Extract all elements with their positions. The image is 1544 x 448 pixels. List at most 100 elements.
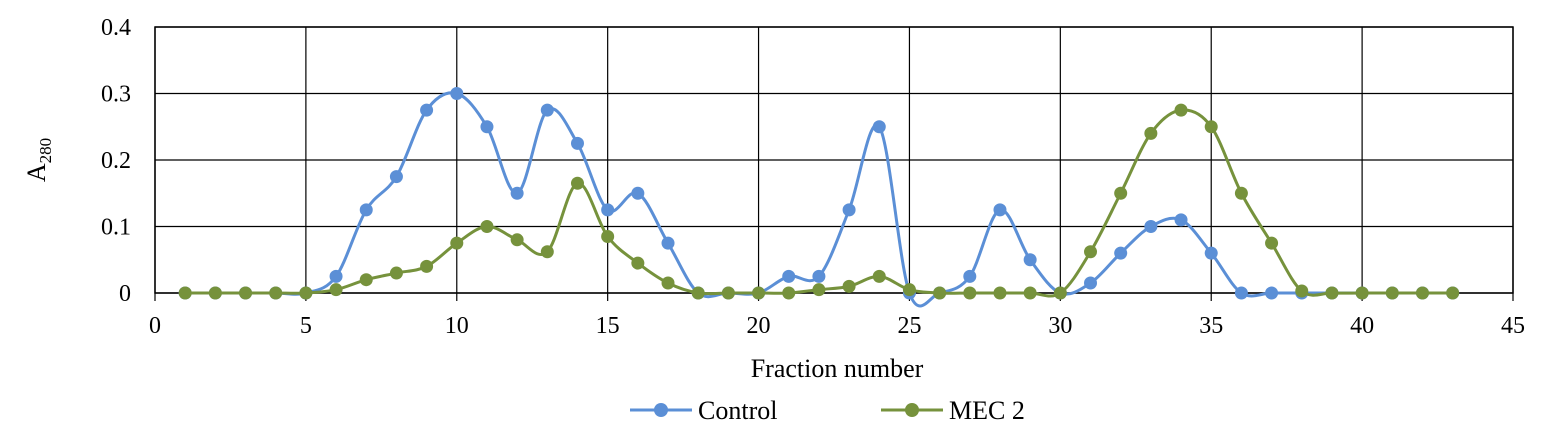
legend: Control MEC 2 <box>630 396 1025 425</box>
data-point <box>450 236 464 250</box>
data-point <box>1385 286 1399 300</box>
y-tick-label: 0.2 <box>101 148 131 174</box>
data-point <box>208 286 222 300</box>
data-point <box>782 286 796 300</box>
data-point <box>872 120 886 134</box>
data-point <box>661 236 675 250</box>
data-point <box>1295 284 1309 298</box>
data-point <box>1114 246 1128 260</box>
x-tick-label: 25 <box>897 313 921 339</box>
data-point <box>1325 286 1339 300</box>
data-point <box>752 286 766 300</box>
data-point <box>1446 286 1460 300</box>
data-point <box>359 203 373 217</box>
data-point <box>601 203 615 217</box>
data-point <box>359 273 373 287</box>
data-point <box>480 220 494 233</box>
x-tick-label: 15 <box>596 313 620 339</box>
data-point <box>842 279 856 293</box>
x-tick-label: 10 <box>445 313 469 339</box>
data-point <box>902 283 916 297</box>
series-layer <box>178 87 1460 308</box>
data-point <box>480 120 494 134</box>
data-point <box>510 233 524 247</box>
data-point <box>842 203 856 217</box>
data-point <box>178 286 192 300</box>
data-point <box>570 176 584 190</box>
data-point <box>993 203 1007 217</box>
x-tick-label: 45 <box>1501 313 1525 339</box>
series-2 <box>178 103 1460 300</box>
data-point <box>389 266 403 280</box>
data-point <box>1053 286 1067 300</box>
data-point <box>963 269 977 283</box>
x-tick-label: 20 <box>747 313 771 339</box>
data-point <box>1355 286 1369 300</box>
series-line <box>185 108 1453 298</box>
plot-area-border <box>154 26 1514 294</box>
data-point <box>570 136 584 150</box>
data-point <box>812 283 826 297</box>
data-point <box>510 186 524 200</box>
x-tick-label: 0 <box>149 313 161 339</box>
legend-label: MEC 2 <box>949 396 1025 425</box>
legend-marker <box>905 403 919 417</box>
series-1 <box>178 87 1460 308</box>
data-point <box>993 286 1007 300</box>
data-point <box>1234 286 1248 300</box>
data-point <box>782 269 796 283</box>
y-axis-title: A280 <box>22 138 55 182</box>
y-tick-label: 0.4 <box>101 15 131 41</box>
data-point <box>540 245 554 259</box>
data-point <box>1415 286 1429 300</box>
data-point <box>1234 186 1248 200</box>
x-tick-label: 5 <box>300 313 312 339</box>
data-point <box>1144 220 1158 233</box>
data-point <box>239 286 253 300</box>
data-point <box>1144 126 1158 140</box>
data-point <box>1114 186 1128 200</box>
data-point <box>691 286 705 300</box>
x-tick-label: 35 <box>1199 313 1223 339</box>
data-point <box>631 256 645 270</box>
data-point <box>1174 103 1188 117</box>
data-point <box>631 186 645 200</box>
series-line <box>185 91 1453 308</box>
data-point <box>721 286 735 300</box>
legend-entry: Control <box>630 396 777 425</box>
data-point <box>450 87 464 100</box>
data-point <box>1204 120 1218 134</box>
data-point <box>661 276 675 290</box>
data-point <box>540 103 554 117</box>
data-point <box>1084 245 1098 259</box>
data-point <box>1204 246 1218 260</box>
data-point <box>389 170 403 184</box>
data-point <box>963 286 977 300</box>
data-point <box>329 269 343 283</box>
y-tick-label: 0.1 <box>101 215 131 241</box>
data-point <box>329 283 343 297</box>
data-point <box>1023 253 1037 267</box>
x-axis-title: Fraction number <box>751 354 924 383</box>
grid <box>154 26 1514 301</box>
y-tick-label: 0.3 <box>101 82 131 108</box>
data-point <box>812 269 826 283</box>
data-point <box>420 103 434 117</box>
data-point <box>933 286 947 300</box>
data-point <box>269 286 283 300</box>
data-point <box>420 259 434 273</box>
data-point <box>1265 236 1279 250</box>
legend-label: Control <box>698 396 777 425</box>
legend-entry: MEC 2 <box>881 396 1025 425</box>
data-point <box>601 229 615 243</box>
x-tick-label: 40 <box>1350 313 1374 339</box>
data-point <box>1084 276 1098 290</box>
data-point <box>872 269 886 283</box>
data-point <box>299 286 313 300</box>
data-point <box>1174 213 1188 227</box>
x-tick-label: 30 <box>1048 313 1072 339</box>
data-point <box>1265 286 1279 300</box>
y-tick-label: 0 <box>119 281 131 307</box>
legend-marker <box>654 403 668 417</box>
